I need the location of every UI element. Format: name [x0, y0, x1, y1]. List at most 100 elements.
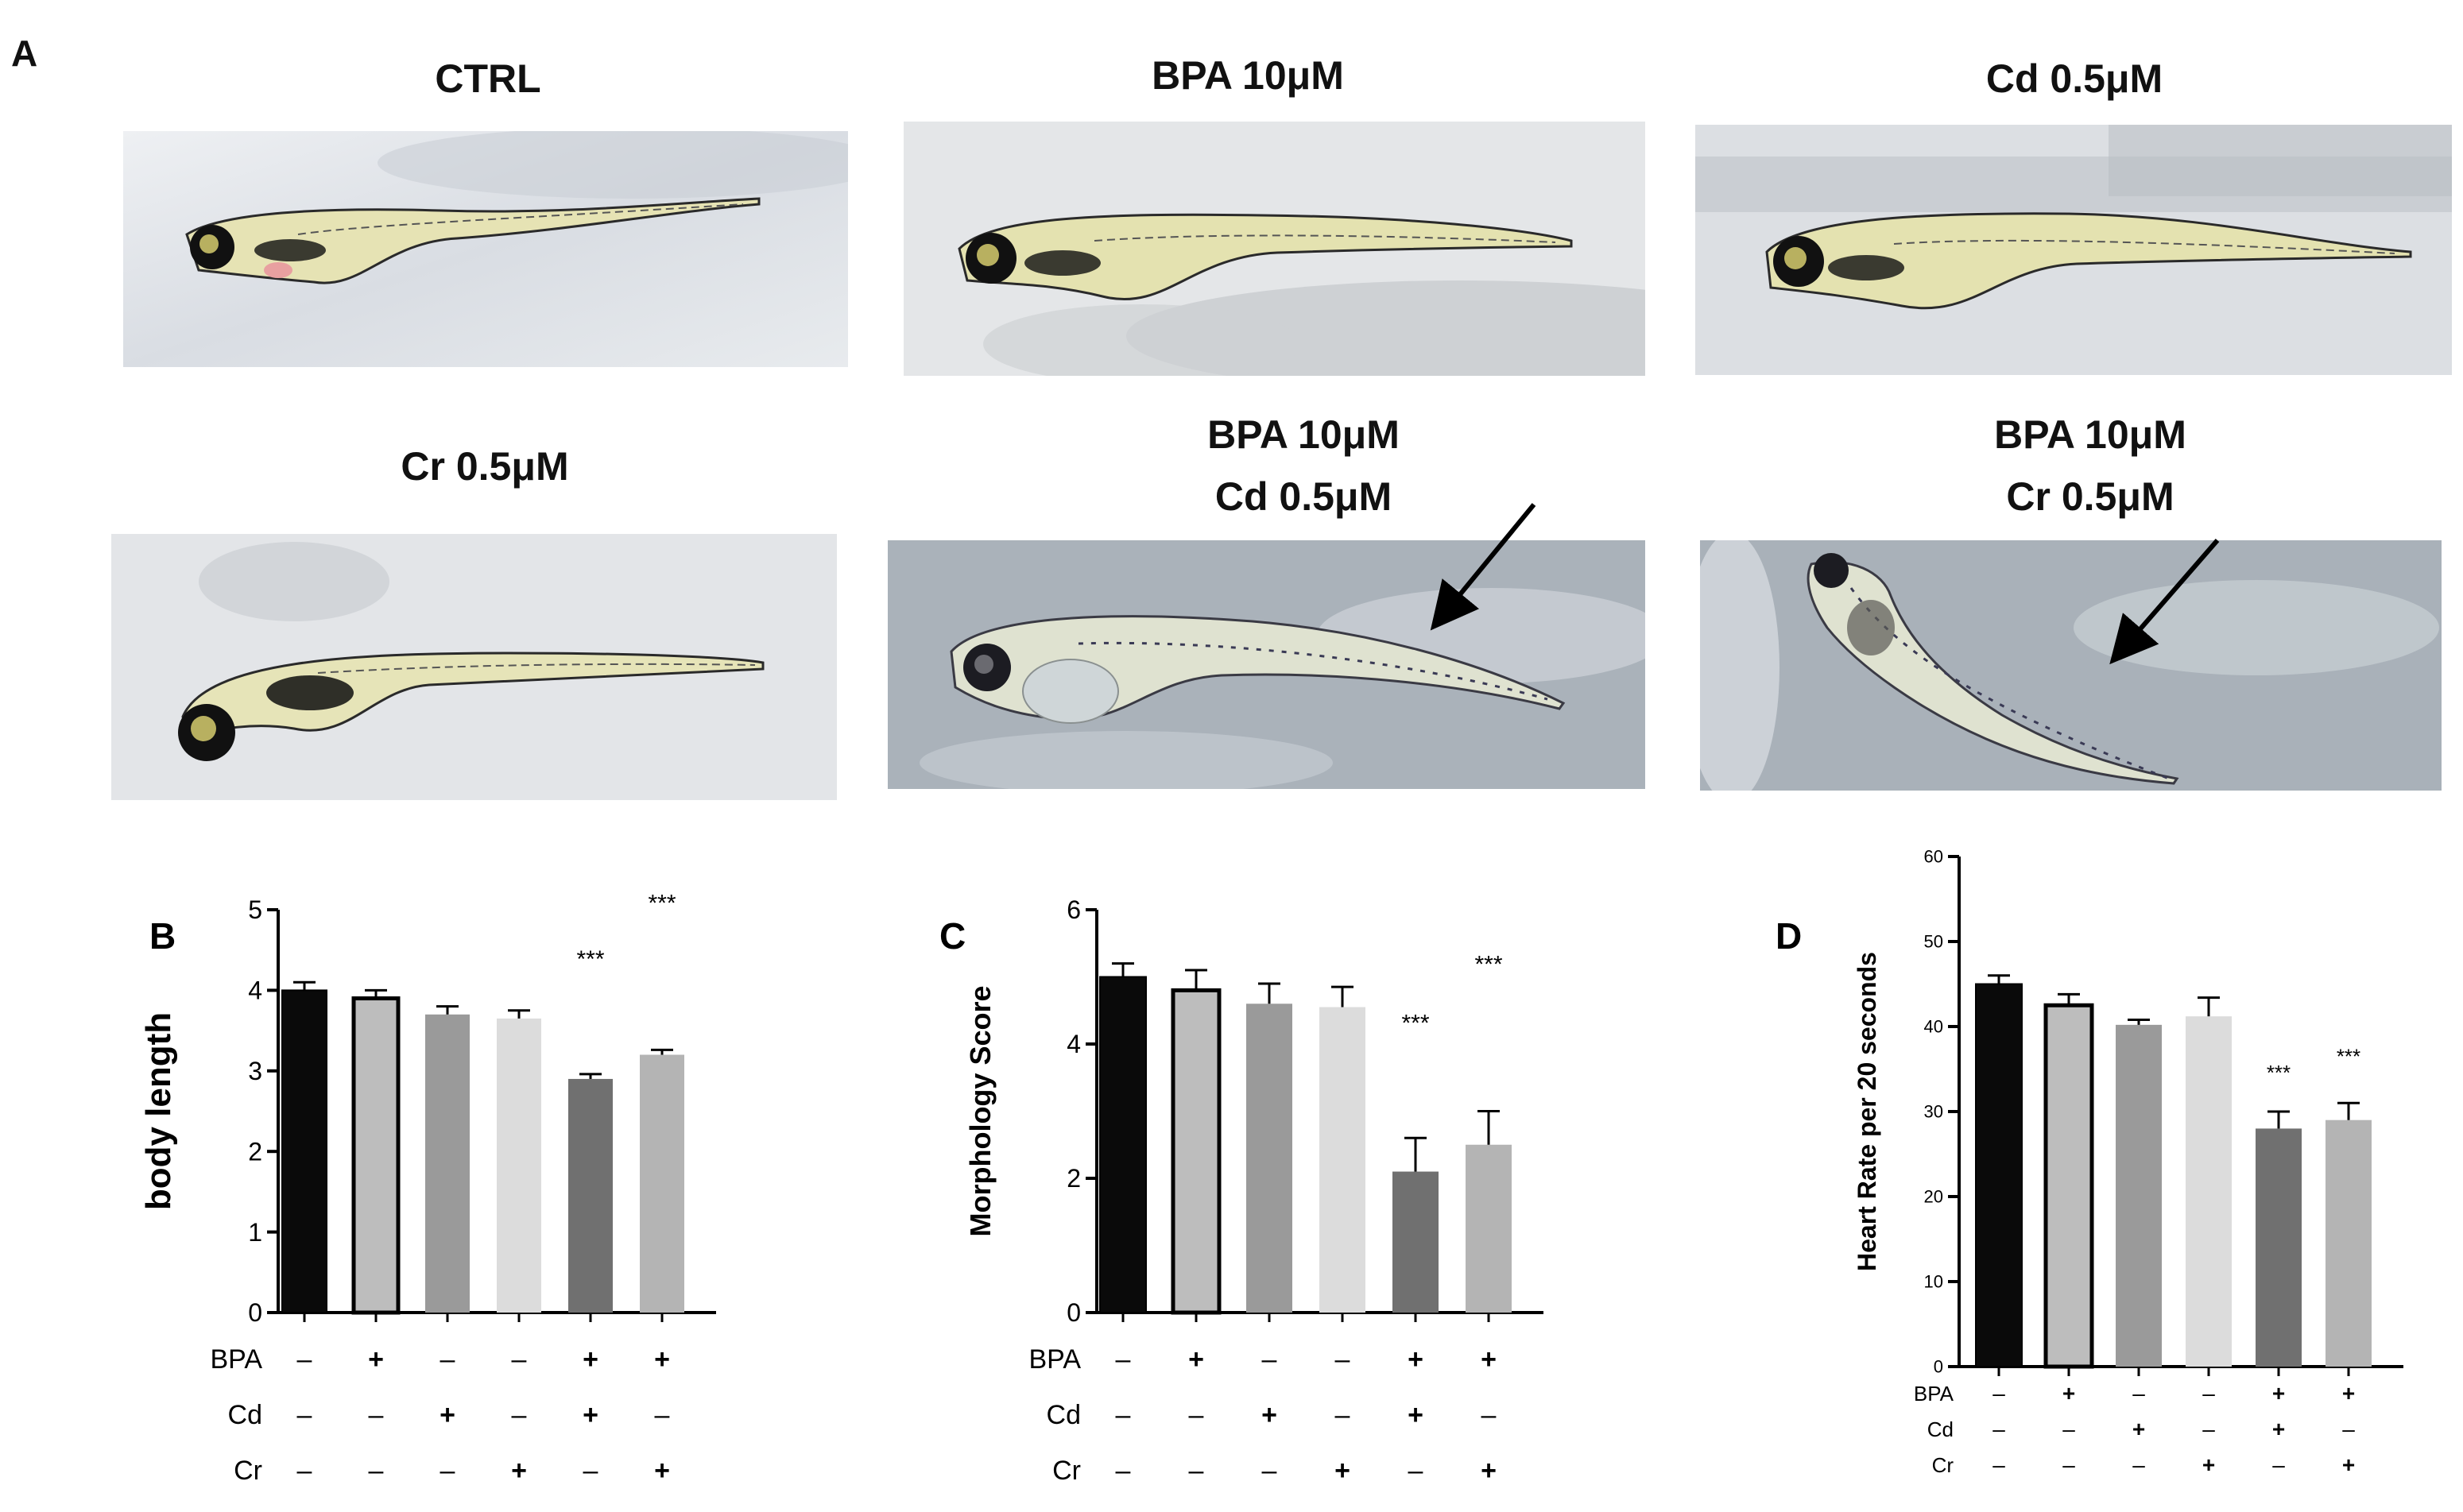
treatment-mark-plus: + — [2272, 1417, 2285, 1441]
bar — [2326, 1119, 2372, 1367]
bar — [497, 1018, 541, 1313]
y-tick-label: 2 — [248, 1137, 262, 1166]
y-tick-label: 40 — [1924, 1017, 1943, 1037]
treatment-mark-minus: – — [369, 1400, 384, 1430]
treatment-mark-plus: + — [654, 1344, 670, 1375]
treatment-mark-minus: – — [1189, 1456, 1204, 1486]
photo-title-line: Cr 0.5μM — [401, 444, 569, 489]
y-tick-label: 0 — [248, 1298, 262, 1327]
photo-title-line: BPA 10μM — [1994, 412, 2186, 457]
bar — [1975, 983, 2023, 1367]
photo-title-ctrl: CTRL — [329, 48, 647, 110]
larva-photo-ctrl — [123, 131, 848, 367]
larva-body — [1765, 212, 2412, 310]
treatment-label-bpa: BPA — [1914, 1382, 1954, 1406]
treatment-mark-minus: – — [2202, 1417, 2215, 1441]
larva-eye — [1814, 553, 1849, 588]
bar — [1319, 1007, 1365, 1313]
bar — [1392, 1171, 1439, 1313]
larva-photo-cd — [1695, 125, 2452, 375]
treatment-label-cr: Cr — [1932, 1453, 1954, 1477]
y-tick-label: 6 — [1067, 895, 1081, 924]
treatment-mark-plus: + — [1408, 1344, 1423, 1375]
photo-title-line: Cd 0.5μM — [1214, 474, 1392, 519]
bar — [2043, 1003, 2094, 1369]
significance-marker: *** — [2267, 1061, 2291, 1085]
photo-title-bpa: BPA 10μM — [1089, 44, 1407, 106]
photo-title-cr: Cr 0.5μM — [326, 435, 644, 497]
panel-label-d: D — [1776, 915, 1802, 957]
treatment-mark-plus: + — [1481, 1344, 1497, 1375]
bar — [1246, 1003, 1292, 1313]
treatment-mark-plus: + — [1408, 1400, 1423, 1430]
bar — [425, 1014, 470, 1313]
photo-title-line: BPA 10μM — [1152, 53, 1344, 98]
significance-marker: *** — [1474, 952, 1502, 978]
treatment-mark-plus: + — [583, 1344, 598, 1375]
y-axis-label: Heart Rate per 20 seconds — [1853, 952, 1881, 1271]
treatment-mark-minus: – — [2272, 1452, 2285, 1477]
treatment-mark-plus: + — [2202, 1452, 2215, 1477]
significance-marker: *** — [576, 946, 604, 973]
treatment-mark-minus: – — [2132, 1452, 2145, 1477]
y-tick-label: 60 — [1924, 847, 1943, 867]
photo-title-line: BPA 10μM — [1207, 412, 1400, 457]
treatment-mark-plus: + — [1334, 1456, 1350, 1486]
larva-body — [185, 197, 761, 284]
panel-label-c: C — [939, 915, 966, 957]
y-tick-label: 0 — [1934, 1357, 1943, 1377]
significance-marker: *** — [648, 890, 676, 916]
treatment-mark-plus: + — [2272, 1381, 2285, 1406]
larva-photo-cr — [111, 534, 837, 800]
treatment-mark-minus: – — [297, 1400, 312, 1430]
treatment-mark-minus: – — [1481, 1400, 1497, 1430]
treatment-label-bpa: BPA — [1028, 1344, 1081, 1375]
larva-photo-bpa — [904, 122, 1645, 376]
bar — [640, 1054, 684, 1313]
treatment-mark-plus: + — [2062, 1381, 2075, 1406]
treatment-mark-plus: + — [2342, 1452, 2355, 1477]
treatment-mark-minus: – — [297, 1344, 312, 1375]
photo-title-line: Cr 0.5μM — [2006, 474, 2174, 519]
treatment-mark-minus: – — [1262, 1344, 1277, 1375]
larva-body — [181, 652, 765, 738]
photo-title-bpa-cr: BPA 10μM Cr 0.5μM — [1931, 404, 2249, 528]
treatment-label-cd: Cd — [228, 1400, 262, 1430]
y-tick-label: 4 — [248, 976, 262, 1005]
treatment-label-bpa: BPA — [210, 1344, 262, 1375]
treatment-mark-minus: – — [1116, 1400, 1131, 1430]
y-tick-label: 30 — [1924, 1102, 1943, 1122]
larva-body — [1807, 560, 2179, 785]
larva-body — [958, 213, 1573, 301]
treatment-label-cr: Cr — [234, 1456, 262, 1486]
treatment-mark-minus: – — [2062, 1452, 2075, 1477]
treatment-mark-minus: – — [1408, 1456, 1423, 1486]
treatment-mark-minus: – — [440, 1456, 455, 1486]
treatment-mark-minus: – — [1262, 1456, 1277, 1486]
bar — [2116, 1024, 2162, 1367]
treatment-mark-minus: – — [440, 1344, 455, 1375]
treatment-mark-plus: + — [654, 1456, 670, 1486]
photo-title-line: Cd 0.5μM — [1985, 56, 2163, 101]
y-tick-label: 4 — [1067, 1030, 1081, 1058]
y-tick-label: 0 — [1067, 1298, 1081, 1327]
bar — [281, 989, 327, 1314]
y-tick-label: 5 — [248, 895, 262, 924]
y-tick-label: 1 — [248, 1218, 262, 1247]
treatment-mark-plus: + — [1188, 1344, 1204, 1375]
treatment-mark-plus: + — [583, 1400, 598, 1430]
chart-panel-d: D 0 10 20 30 40 50 60 Heart Rate per 20 seconds *… — [1776, 847, 2403, 1477]
treatment-mark-minus: – — [369, 1456, 384, 1486]
treatment-mark-minus: – — [1116, 1456, 1131, 1486]
photo-title-line: CTRL — [435, 56, 541, 101]
treatment-mark-minus: – — [2132, 1381, 2145, 1406]
treatment-mark-plus: + — [1261, 1400, 1277, 1430]
panel-label-a: A — [11, 33, 38, 74]
bar — [2256, 1128, 2302, 1367]
treatment-mark-minus: – — [2062, 1417, 2075, 1441]
y-tick-label: 50 — [1924, 932, 1943, 952]
treatment-mark-plus: + — [511, 1456, 527, 1486]
panel-label-b: B — [149, 915, 176, 957]
bar — [1099, 976, 1147, 1313]
